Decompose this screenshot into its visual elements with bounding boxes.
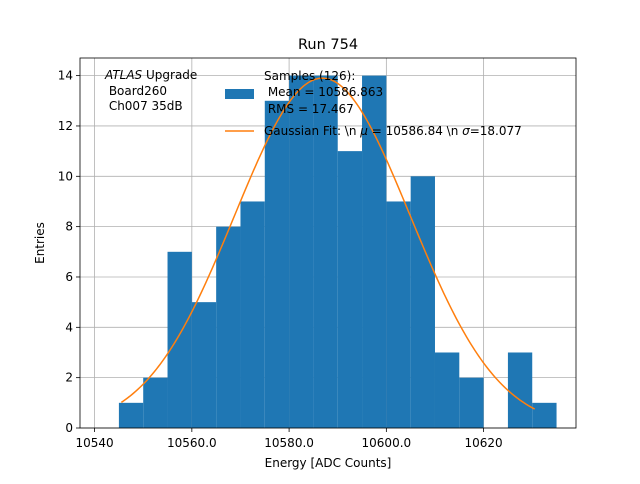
atlas-annotation: ATLAS Upgrade Board260 Ch007 35dB [104,68,197,113]
annotation-line-3: Ch007 35dB [105,99,183,113]
y-tick-label: 14 [58,69,73,83]
histogram-bar [216,226,241,428]
histogram-bar [264,100,290,428]
x-tick-label: 10560.0 [167,436,217,450]
y-tick-label: 2 [65,371,73,385]
legend-fit-suffix: =18.077 [470,124,522,138]
x-tick-label: 10600.0 [362,436,412,450]
legend-fit-mid: = 10586.84 \n [368,124,462,138]
histogram-bar [313,75,338,428]
legend-histogram-line-2: Mean = 10586.863 [264,85,383,99]
annotation-atlas-italic: ATLAS [104,68,143,82]
legend-fit-label: Gaussian Fit: \n μ = 10586.84 \n σ=18.07… [264,124,522,138]
gaussian-fit-curve [120,77,536,410]
y-tick-label: 4 [65,320,73,334]
annotation-line-2: Board260 [105,84,167,98]
legend-fit-prefix: Gaussian Fit: \n [264,124,360,138]
x-tick-label: 10620 [465,436,503,450]
histogram-bar [337,151,363,428]
histogram-bar [386,201,411,428]
histogram-bar [240,201,265,428]
histogram-bars [118,75,557,428]
legend-fit-mu: μ [359,124,368,138]
histogram-bar [191,302,217,428]
x-tick-label: 10540 [75,436,113,450]
legend-histogram-swatch [225,89,254,99]
legend-histogram-line-1: Samples (126): [264,69,355,83]
y-axis-label: Entries [33,222,47,264]
y-axis-ticks: 0 2 4 6 8 10 12 14 [58,69,80,435]
histogram-bar [167,251,192,428]
y-tick-label: 8 [65,220,73,234]
annotation-upgrade: Upgrade [142,68,197,82]
annotation-line-1: ATLAS Upgrade [104,68,197,82]
y-tick-label: 6 [65,270,73,284]
histogram-bar [459,377,484,428]
y-tick-label: 12 [58,119,73,133]
x-axis-ticks: 10540 10560.0 10580.0 10600.0 10620 [75,428,503,450]
y-tick-label: 10 [58,169,73,183]
histogram-bar [143,377,168,428]
plot-frame [79,57,577,429]
histogram-bar [410,176,435,428]
x-tick-label: 10580.0 [264,436,314,450]
histogram-bar [532,402,557,428]
x-axis-label: Energy [ADC Counts] [265,456,392,470]
histogram-bar [507,352,533,428]
y-tick-label: 0 [65,421,73,435]
histogram-bar [118,402,144,428]
legend-fit-sigma: σ [462,124,470,138]
chart-title: Run 754 [298,37,358,53]
legend: Samples (126): Mean = 10586.863 RMS = 17… [225,69,522,138]
legend-histogram-line-3: RMS = 17.467 [264,102,354,116]
histogram-bar [434,352,460,428]
histogram-bar [289,75,314,428]
